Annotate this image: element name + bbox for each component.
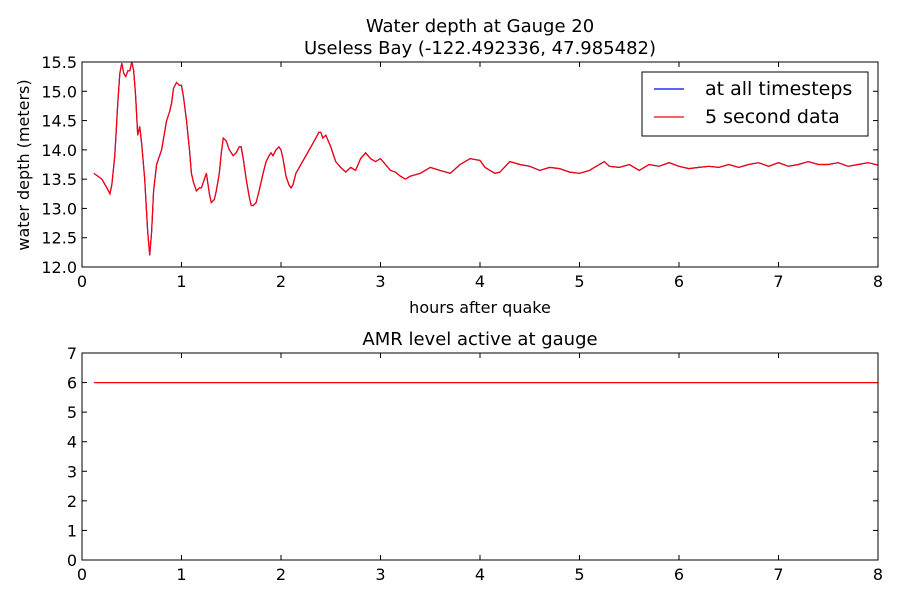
- top-chart-xtick-label: 3: [375, 272, 385, 291]
- bottom-chart-ytick-label: 4: [67, 433, 77, 452]
- bottom-chart-xtick-label: 7: [773, 565, 783, 584]
- bottom-chart-ticks: 0 1 2 3 4 5 6 7 8 0 1 2 3 4 5 6 7: [67, 344, 883, 584]
- bottom-chart-xtick-label: 2: [276, 565, 286, 584]
- top-chart-xtick-label: 1: [176, 272, 186, 291]
- legend-label-5-second-data: 5 second data: [705, 106, 840, 128]
- top-chart-frame: [81, 61, 879, 268]
- bottom-chart-xtick-label: 8: [873, 565, 883, 584]
- top-chart-xtick-label: 2: [276, 272, 286, 291]
- top-chart-xlabel: hours after quake: [409, 298, 551, 317]
- top-chart-ylabel: water depth (meters): [14, 79, 33, 250]
- bottom-chart-ytick-label: 6: [67, 374, 77, 393]
- top-chart-xtick-label: 6: [674, 272, 684, 291]
- top-chart-xtick-label: 8: [873, 272, 883, 291]
- top-chart-ytick-label: 13.0: [41, 199, 77, 218]
- legend: at all timesteps 5 second data: [641, 71, 869, 137]
- bottom-chart-ytick-label: 0: [67, 551, 77, 570]
- top-chart-plot-area: [93, 61, 879, 256]
- top-chart-ytick-label: 12.5: [41, 229, 77, 248]
- legend-label-at-all-timesteps: at all timesteps: [705, 78, 852, 100]
- top-chart-title: Water depth at Gauge 20: [366, 16, 594, 37]
- top-chart-xtick-label: 0: [77, 272, 87, 291]
- bottom-chart-frame: [81, 352, 879, 561]
- top-chart-xtick-label: 5: [574, 272, 584, 291]
- bottom-chart-ytick-label: 1: [67, 521, 77, 540]
- bottom-chart-xtick-label: 5: [574, 565, 584, 584]
- top-chart-subtitle: Useless Bay (-122.492336, 47.985482): [304, 38, 656, 59]
- top-chart-xtick-label: 4: [475, 272, 485, 291]
- bottom-chart-ytick-label: 7: [67, 344, 77, 363]
- bottom-chart-ytick-label: 3: [67, 462, 77, 481]
- bottom-chart-xtick-label: 3: [375, 565, 385, 584]
- bottom-chart-xtick-label: 4: [475, 565, 485, 584]
- bottom-chart-ytick-label: 2: [67, 492, 77, 511]
- series-5-second-data-line: [93, 61, 879, 256]
- top-chart-ytick-label: 13.5: [41, 170, 77, 189]
- top-chart-ytick-label: 15.5: [41, 53, 77, 72]
- top-chart-ytick-label: 14.0: [41, 141, 77, 160]
- bottom-chart-xtick-label: 0: [77, 565, 87, 584]
- bottom-chart-ytick-label: 5: [67, 403, 77, 422]
- top-chart-xtick-label: 7: [773, 272, 783, 291]
- legend-box: [641, 71, 869, 137]
- bottom-chart-xtick-label: 1: [176, 565, 186, 584]
- top-chart-ytick-label: 14.5: [41, 112, 77, 131]
- bottom-chart-title: AMR level active at gauge: [362, 329, 597, 350]
- top-chart-ytick-label: 12.0: [41, 258, 77, 277]
- top-chart-ytick-label: 15.0: [41, 82, 77, 101]
- bottom-chart-xtick-label: 6: [674, 565, 684, 584]
